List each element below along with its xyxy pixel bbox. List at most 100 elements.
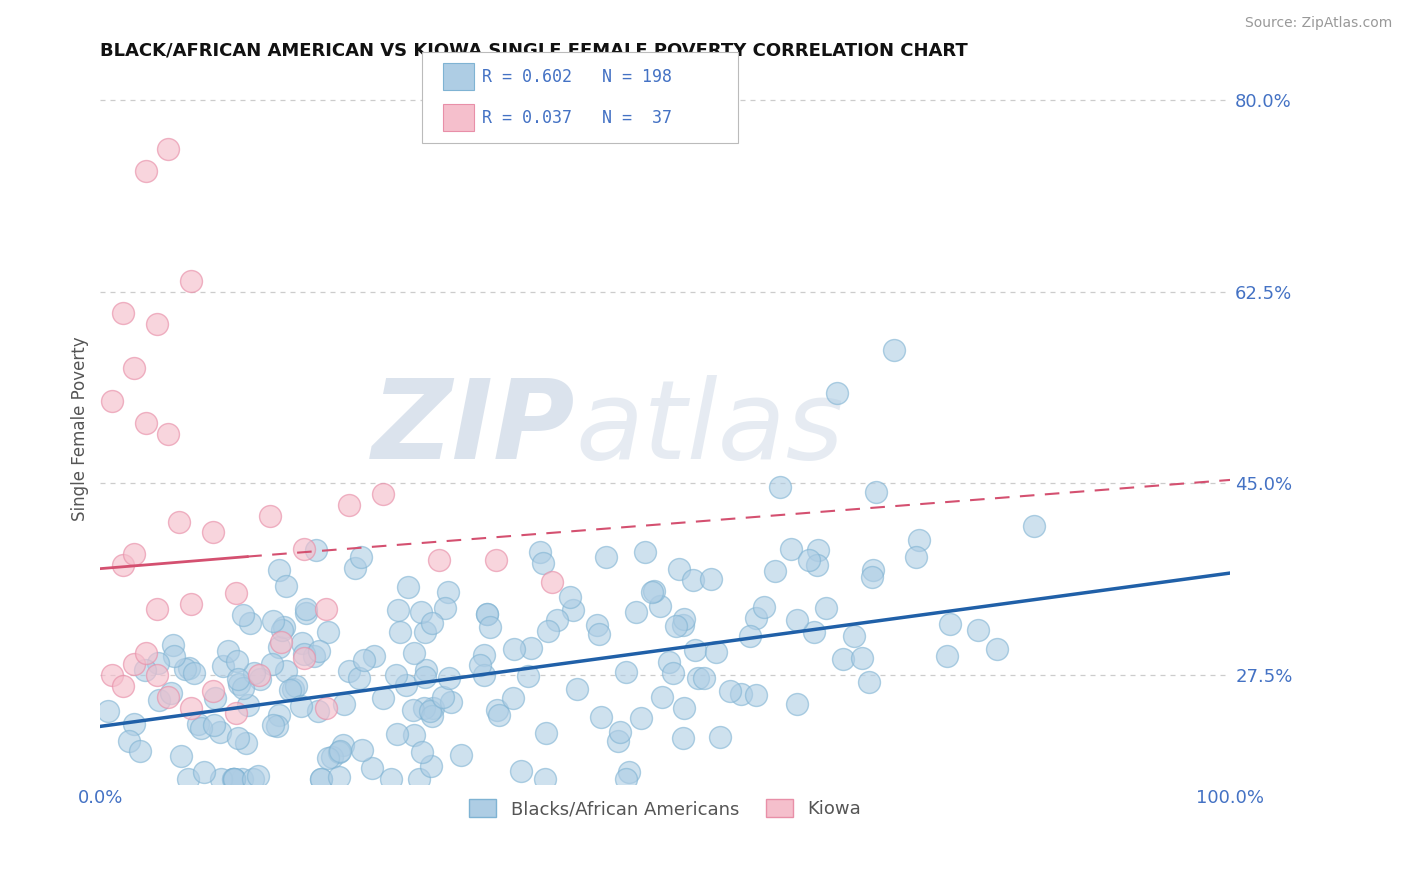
Point: [529, 545, 551, 559]
Point: [634, 545, 657, 559]
Point: [814, 601, 837, 615]
Point: [586, 618, 609, 632]
Point: [763, 564, 786, 578]
Point: [135, 646, 157, 660]
Point: [316, 750, 339, 764]
Point: [665, 619, 688, 633]
Point: [475, 607, 498, 621]
Point: [228, 672, 250, 686]
Point: [730, 687, 752, 701]
Point: [247, 769, 270, 783]
Point: [347, 671, 370, 685]
Point: [222, 772, 245, 786]
Point: [395, 677, 418, 691]
Point: [371, 487, 394, 501]
Point: [437, 584, 460, 599]
Point: [908, 533, 931, 547]
Point: [588, 626, 610, 640]
Point: [329, 744, 352, 758]
Point: [718, 683, 741, 698]
Point: [259, 509, 281, 524]
Point: [516, 669, 538, 683]
Point: [609, 725, 631, 739]
Point: [204, 690, 226, 705]
Point: [224, 772, 246, 786]
Point: [333, 697, 356, 711]
Point: [672, 731, 695, 745]
Point: [502, 691, 524, 706]
Point: [187, 717, 209, 731]
Text: Source: ZipAtlas.com: Source: ZipAtlas.com: [1244, 16, 1392, 30]
Point: [328, 745, 350, 759]
Point: [565, 682, 588, 697]
Point: [307, 704, 329, 718]
Point: [146, 602, 169, 616]
Point: [124, 716, 146, 731]
Point: [128, 744, 150, 758]
Point: [385, 727, 408, 741]
Point: [363, 648, 385, 663]
Point: [844, 629, 866, 643]
Y-axis label: Single Female Poverty: Single Female Poverty: [72, 336, 89, 521]
Point: [682, 574, 704, 588]
Point: [643, 584, 665, 599]
Point: [270, 623, 292, 637]
Point: [305, 542, 328, 557]
Point: [294, 647, 316, 661]
Point: [173, 662, 195, 676]
Point: [225, 586, 247, 600]
Point: [404, 646, 426, 660]
Point: [807, 542, 830, 557]
Point: [231, 772, 253, 786]
Point: [420, 615, 443, 630]
Point: [226, 731, 249, 746]
Point: [797, 552, 820, 566]
Point: [202, 684, 225, 698]
Point: [862, 563, 884, 577]
Text: BLACK/AFRICAN AMERICAN VS KIOWA SINGLE FEMALE POVERTY CORRELATION CHART: BLACK/AFRICAN AMERICAN VS KIOWA SINGLE F…: [100, 42, 969, 60]
Point: [235, 736, 257, 750]
Point: [560, 590, 582, 604]
Point: [111, 558, 134, 573]
Point: [752, 599, 775, 614]
Point: [534, 726, 557, 740]
Point: [936, 649, 959, 664]
Point: [135, 416, 157, 430]
Text: atlas: atlas: [575, 375, 844, 482]
Point: [385, 668, 408, 682]
Point: [485, 553, 508, 567]
Point: [315, 700, 337, 714]
Point: [361, 761, 384, 775]
Point: [232, 608, 254, 623]
Point: [337, 664, 360, 678]
Point: [420, 709, 443, 723]
Point: [180, 700, 202, 714]
Point: [380, 772, 402, 786]
Point: [193, 764, 215, 779]
Point: [146, 668, 169, 682]
Point: [217, 644, 239, 658]
Point: [860, 570, 883, 584]
Point: [146, 656, 169, 670]
Text: ZIP: ZIP: [371, 375, 575, 482]
Point: [274, 664, 297, 678]
Point: [883, 343, 905, 358]
Point: [122, 361, 145, 376]
Point: [242, 772, 264, 786]
Point: [352, 742, 374, 756]
Point: [349, 550, 371, 565]
Point: [533, 772, 555, 786]
Point: [278, 683, 301, 698]
Point: [683, 643, 706, 657]
Point: [503, 642, 526, 657]
Point: [986, 642, 1008, 657]
Point: [671, 618, 693, 632]
Point: [437, 671, 460, 685]
Point: [343, 561, 366, 575]
Point: [295, 602, 318, 616]
Point: [520, 641, 543, 656]
Point: [302, 648, 325, 663]
Point: [266, 718, 288, 732]
Point: [162, 638, 184, 652]
Point: [630, 711, 652, 725]
